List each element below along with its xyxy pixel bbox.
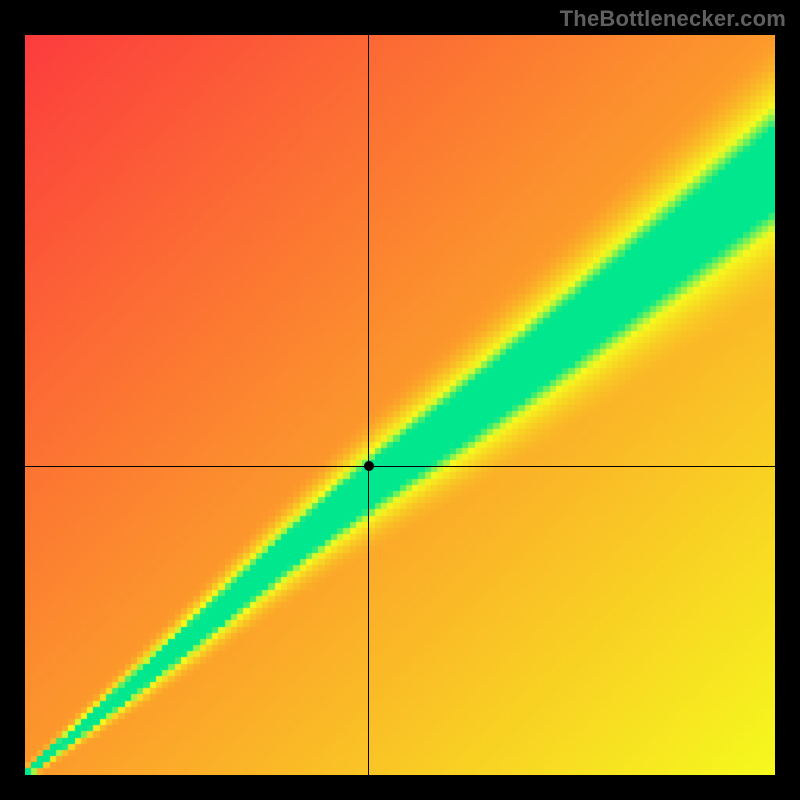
watermark-text: TheBottlenecker.com	[560, 6, 786, 32]
crosshair-vertical	[368, 35, 369, 775]
bottleneck-heatmap	[25, 35, 775, 775]
crosshair-marker	[364, 461, 374, 471]
crosshair-horizontal	[25, 466, 775, 467]
